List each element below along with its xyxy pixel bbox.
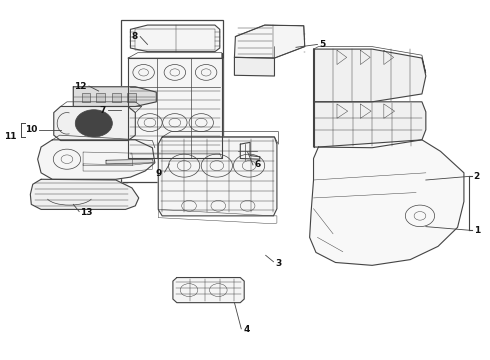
Text: 3: 3: [275, 259, 282, 268]
Polygon shape: [54, 107, 135, 140]
Bar: [82, 93, 90, 102]
Polygon shape: [106, 159, 153, 164]
Polygon shape: [173, 278, 244, 303]
Text: 8: 8: [131, 32, 138, 41]
Polygon shape: [314, 49, 426, 102]
Text: 13: 13: [80, 208, 93, 217]
Text: 10: 10: [25, 125, 38, 134]
Circle shape: [91, 121, 97, 126]
Text: 5: 5: [319, 40, 326, 49]
Polygon shape: [310, 140, 464, 265]
Text: 2: 2: [474, 172, 480, 181]
Bar: [96, 93, 105, 102]
Polygon shape: [314, 102, 426, 148]
Bar: [112, 93, 121, 102]
Polygon shape: [128, 58, 222, 158]
Bar: [121, 21, 223, 182]
Polygon shape: [130, 25, 220, 51]
Polygon shape: [38, 140, 155, 179]
Circle shape: [75, 110, 112, 137]
Polygon shape: [74, 87, 156, 107]
Text: 4: 4: [243, 325, 249, 334]
Text: 1: 1: [474, 226, 480, 235]
Polygon shape: [234, 57, 274, 76]
Text: 7: 7: [99, 105, 106, 114]
Text: 9: 9: [156, 169, 162, 178]
Text: 11: 11: [4, 132, 17, 141]
Bar: [127, 93, 136, 102]
Text: 6: 6: [255, 161, 261, 170]
Text: 12: 12: [74, 82, 87, 91]
Polygon shape: [30, 179, 139, 210]
Polygon shape: [234, 25, 305, 58]
Polygon shape: [158, 137, 277, 216]
